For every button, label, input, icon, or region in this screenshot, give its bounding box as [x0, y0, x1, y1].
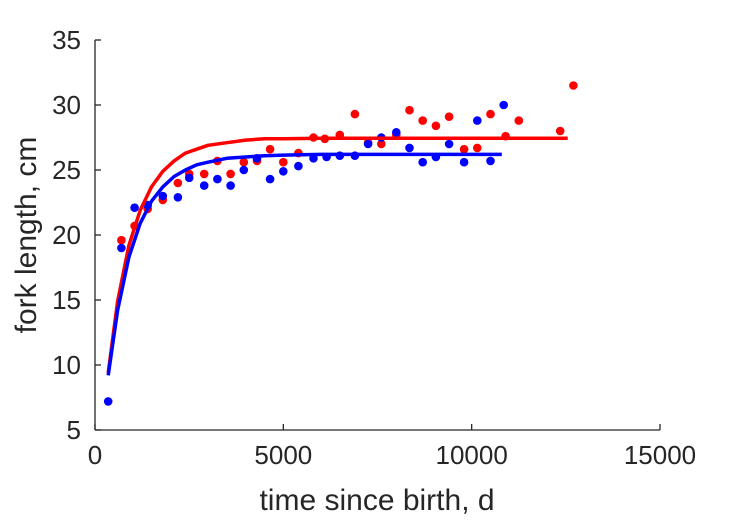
data-point: [226, 181, 235, 190]
y-tick-label: 25: [52, 155, 81, 185]
data-point: [158, 191, 168, 201]
data-point: [473, 143, 482, 153]
data-point: [392, 128, 401, 137]
data-point: [294, 161, 303, 171]
y-axis-label: fork length, cm: [10, 137, 43, 334]
series-1: [103, 100, 509, 406]
plot-area: [103, 81, 578, 406]
data-point: [473, 116, 482, 125]
data-point: [444, 139, 454, 149]
data-point: [418, 116, 428, 125]
data-point: [405, 105, 414, 115]
x-tick-label: 10000: [436, 440, 508, 470]
data-point: [499, 100, 509, 110]
data-point: [173, 193, 183, 202]
data-point: [555, 126, 565, 136]
data-point: [239, 157, 249, 167]
data-point: [418, 157, 428, 167]
data-point: [279, 157, 288, 167]
data-point: [363, 139, 373, 149]
data-point: [350, 109, 360, 119]
data-point: [459, 157, 469, 167]
data-point: [239, 165, 249, 175]
data-point: [130, 203, 139, 212]
fit-line-1: [106, 152, 502, 376]
x-tick-label: 5000: [254, 440, 312, 470]
data-point: [103, 397, 113, 406]
data-point: [459, 144, 469, 154]
x-ticks: 0 5000 10000 15000: [88, 424, 696, 470]
x-tick-label: 15000: [624, 440, 696, 470]
y-ticks: 5 10 15 20 25 30 35: [52, 25, 101, 445]
y-tick-label: 35: [52, 25, 81, 55]
data-point: [199, 169, 209, 179]
y-tick-label: 15: [52, 285, 81, 315]
data-point: [213, 174, 222, 184]
data-point: [226, 169, 235, 179]
data-point: [199, 181, 209, 190]
data-point: [173, 178, 183, 188]
series-0: [117, 81, 578, 245]
fit-line-0: [106, 136, 568, 374]
data-point: [377, 139, 386, 149]
data-point: [486, 156, 495, 166]
data-point: [117, 235, 126, 245]
data-point: [279, 167, 288, 176]
data-point: [405, 143, 414, 153]
y-tick-label: 10: [52, 350, 81, 380]
data-point: [569, 81, 578, 90]
y-tick-label: 5: [67, 415, 81, 445]
data-point: [444, 112, 454, 121]
y-tick-label: 20: [52, 220, 81, 250]
data-point: [117, 243, 126, 253]
x-axis-label: time since birth, d: [259, 484, 494, 517]
data-point: [486, 109, 495, 119]
data-point: [184, 173, 194, 183]
data-point: [265, 174, 275, 184]
data-point: [514, 116, 524, 125]
x-tick-label: 0: [88, 440, 102, 470]
y-tick-label: 30: [52, 90, 81, 120]
data-point: [265, 144, 275, 154]
data-point: [431, 121, 441, 131]
